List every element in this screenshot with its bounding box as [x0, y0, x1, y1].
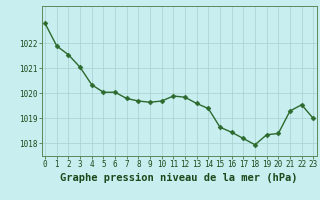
X-axis label: Graphe pression niveau de la mer (hPa): Graphe pression niveau de la mer (hPa)	[60, 173, 298, 183]
